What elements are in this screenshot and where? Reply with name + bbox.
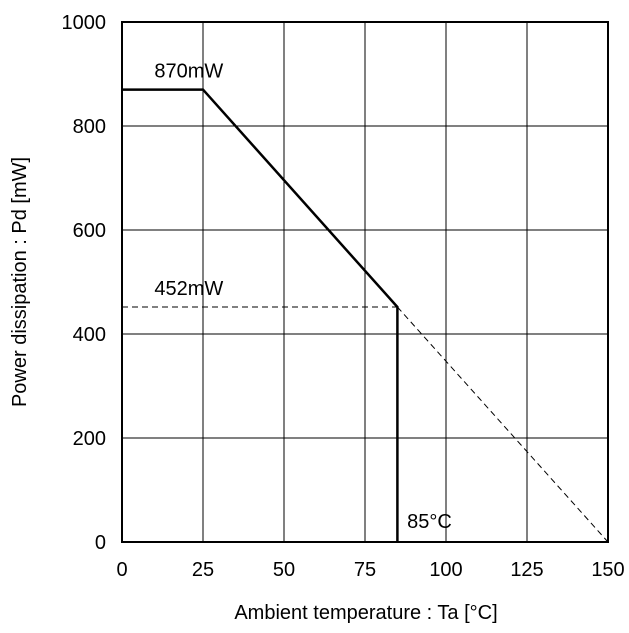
- y-axis-label: Power dissipation : Pd [mW]: [9, 157, 31, 407]
- x-tick-label: 75: [354, 559, 376, 581]
- y-tick-label: 200: [73, 428, 106, 450]
- annotations: 870mW 452mW 85°C: [154, 61, 451, 533]
- y-tick-label: 600: [73, 220, 106, 242]
- x-tick-label: 50: [273, 559, 295, 581]
- derating-curve: [122, 88, 399, 542]
- y-tick-label: 400: [73, 324, 106, 346]
- y-tick-label: 1000: [62, 12, 107, 34]
- series-lines: [122, 88, 609, 543]
- x-tick-label: 125: [510, 559, 543, 581]
- x-tick-label: 0: [116, 559, 127, 581]
- tick-labels: 0 25 50 75 100 125 150 0 200 400 600 800 1000: [62, 12, 625, 581]
- y-tick-label: 0: [95, 532, 106, 554]
- x-axis-label: Ambient temperature : Ta [°C]: [234, 602, 497, 624]
- x-tick-label: 25: [192, 559, 214, 581]
- annotation-label: 870mW: [154, 61, 223, 83]
- plot-frame: [121, 21, 609, 543]
- y-tick-label: 800: [73, 116, 106, 138]
- annotation-label: 85°C: [407, 511, 452, 533]
- x-tick-label: 100: [429, 559, 462, 581]
- x-tick-label: 150: [591, 559, 624, 581]
- dashed-line-2: [397, 306, 609, 543]
- annotation-label: 452mW: [154, 278, 223, 300]
